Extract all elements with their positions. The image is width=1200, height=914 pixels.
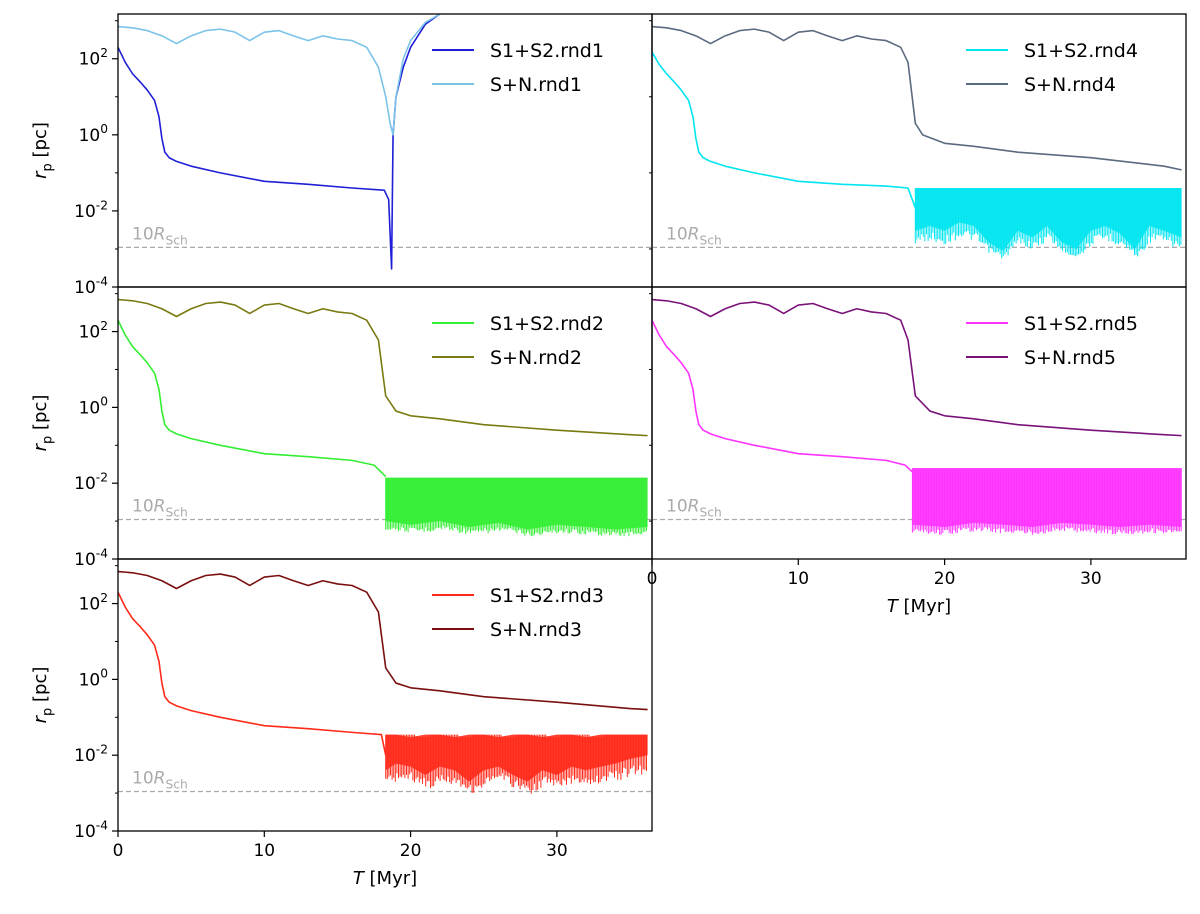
legend-label: S+N.rnd3 <box>490 619 582 641</box>
x-tick-label: 30 <box>1080 569 1102 589</box>
x-tick-label: 10 <box>253 841 275 861</box>
series-oscillation-S1+S2.rnd3 <box>385 734 647 794</box>
legend-rnd2: S1+S2.rnd2 S+N.rnd2 <box>432 313 604 369</box>
series-line-S+N.rnd3 <box>118 570 648 711</box>
panel-frame-rnd5 <box>651 286 1187 560</box>
panel-rnd4: 10RSch S1+S2.rnd4 S+N.rnd4 <box>649 13 1187 288</box>
reference-line-label: 10RSch <box>132 769 188 792</box>
legend-label: S1+S2.rnd5 <box>1024 313 1138 335</box>
y-tick-label: 102 <box>79 46 108 70</box>
x-tick-label: 10 <box>787 569 809 589</box>
y-tick-label: 10-2 <box>74 198 108 222</box>
reference-line-label: 10RSch <box>132 497 188 520</box>
x-axis-label: T [Myr] <box>887 596 951 617</box>
y-axis-label: rp [pc] <box>30 395 55 452</box>
series-line-S+N.rnd5 <box>652 298 1182 437</box>
legend-label: S+N.rnd1 <box>490 74 582 96</box>
reference-line-label: 10RSch <box>132 224 188 247</box>
series-line-S+N.rnd2 <box>118 298 648 437</box>
reference-line-label: 10RSch <box>666 497 722 520</box>
plot-area-rnd4 <box>652 25 1186 259</box>
panel-frame-rnd3 <box>117 558 653 832</box>
reference-line-label: 10RSch <box>666 224 722 247</box>
series-line-S1+S2.rnd4 <box>652 51 917 209</box>
series-line-S+N.rnd4 <box>652 25 1182 171</box>
y-tick-label: 10-4 <box>74 546 108 570</box>
panel-rnd1: 10RSch 10-4 10-2 100 102 rp [pc] S1+S2.rnd1 S+N… <box>30 13 653 298</box>
series-line-S1+S2.rnd5 <box>652 319 913 473</box>
y-tick-label: 10-2 <box>74 471 108 495</box>
legend-rnd3: S1+S2.rnd3 S+N.rnd3 <box>432 585 604 641</box>
legend-label: S1+S2.rnd3 <box>490 585 604 607</box>
legend-rnd1: S1+S2.rnd1 S+N.rnd1 <box>432 40 604 96</box>
legend-label: S+N.rnd4 <box>1024 74 1116 96</box>
panel-rnd2: 10RSch 10-4 10-2 100 102 rp [pc] S1+S2.rnd2 S+N… <box>30 286 653 570</box>
y-tick-label: 100 <box>79 122 108 146</box>
legend-label: S1+S2.rnd4 <box>1024 40 1138 62</box>
y-axis-label: rp [pc] <box>30 122 55 179</box>
plot-area-rnd2 <box>118 298 652 537</box>
series-line-S1+S2.rnd2 <box>118 319 387 478</box>
plot-area-rnd1 <box>118 14 652 270</box>
y-axis-label: rp [pc] <box>30 667 55 724</box>
series-line-S1+S2.rnd3 <box>118 591 387 756</box>
x-tick-label: 20 <box>934 569 956 589</box>
y-tick-label: 102 <box>79 591 108 615</box>
series-oscillation-S1+S2.rnd2 <box>385 477 647 537</box>
x-axis-label: T [Myr] <box>353 868 417 889</box>
y-tick-label: 10-4 <box>74 274 108 298</box>
y-tick-label: 100 <box>79 667 108 691</box>
y-tick-label: 102 <box>79 319 108 343</box>
series-line-S+N.rnd1 <box>118 14 441 136</box>
legend-label: S+N.rnd5 <box>1024 347 1116 369</box>
legend-label: S1+S2.rnd2 <box>490 313 604 335</box>
legend-label: S+N.rnd2 <box>490 347 582 369</box>
series-oscillation-S1+S2.rnd5 <box>911 468 1182 535</box>
x-tick-label: 30 <box>546 841 568 861</box>
y-tick-label: 10-2 <box>74 743 108 767</box>
legend-rnd4: S1+S2.rnd4 S+N.rnd4 <box>966 40 1138 96</box>
plot-area-rnd3 <box>118 570 652 794</box>
plot-area-rnd5 <box>652 298 1186 535</box>
legend-rnd5: S1+S2.rnd5 S+N.rnd5 <box>966 313 1138 369</box>
y-tick-label: 100 <box>79 395 108 419</box>
x-tick-label: 0 <box>113 841 124 861</box>
y-tick-label: 10-4 <box>74 818 108 842</box>
series-line-S1+S2.rnd1 <box>118 14 441 270</box>
series-oscillation-S1+S2.rnd4 <box>914 188 1182 259</box>
legend-label: S1+S2.rnd1 <box>490 40 604 62</box>
x-tick-label: 20 <box>400 841 422 861</box>
